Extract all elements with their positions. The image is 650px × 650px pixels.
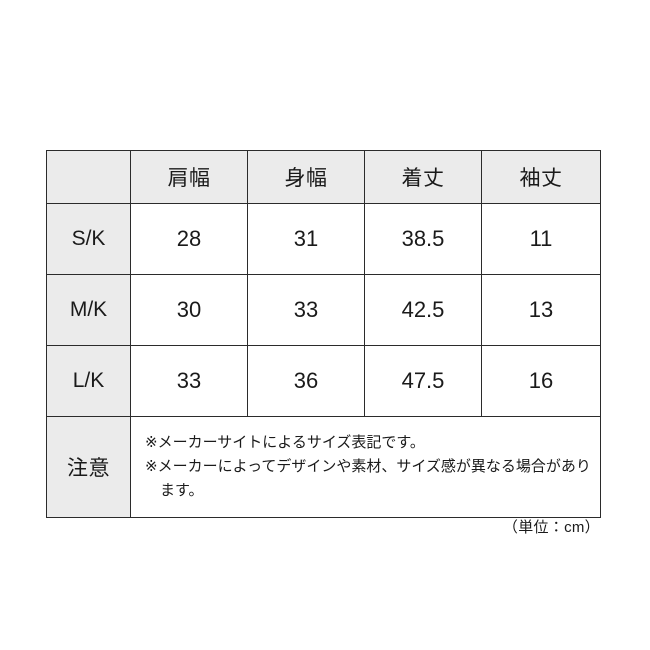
cell-l-sleeve-length: 16	[481, 345, 601, 417]
table-notes-row: 注意 ※メーカーサイトによるサイズ表記です。 ※メーカーによってデザインや素材、…	[46, 416, 601, 518]
cell-m-sleeve-length: 13	[481, 274, 601, 346]
table-row: S/K 28 31 38.5 11	[46, 203, 601, 275]
notes-cell: ※メーカーサイトによるサイズ表記です。 ※メーカーによってデザインや素材、サイズ…	[130, 416, 601, 518]
cell-s-sleeve-length: 11	[481, 203, 601, 275]
cell-s-shoulder-width: 28	[130, 203, 248, 275]
cell-m-body-length: 42.5	[364, 274, 482, 346]
cell-l-shoulder-width: 33	[130, 345, 248, 417]
note-line-2: ※メーカーによってデザインや素材、サイズ感が異なる場合があります。	[145, 457, 591, 500]
row-label-size-l: L/K	[46, 345, 131, 417]
cell-s-body-length: 38.5	[364, 203, 482, 275]
table-header-row: 肩幅 身幅 着丈 袖丈	[46, 150, 601, 204]
row-label-size-s: S/K	[46, 203, 131, 275]
table-row: M/K 30 33 42.5 13	[46, 274, 601, 346]
cell-m-shoulder-width: 30	[130, 274, 248, 346]
column-header-shoulder-width: 肩幅	[130, 150, 248, 204]
unit-note: （単位：cm）	[502, 519, 600, 536]
column-header-body-width: 身幅	[247, 150, 365, 204]
size-table-container: 肩幅 身幅 着丈 袖丈 S/K 28 31 38.5 11 M/K 30 33	[46, 150, 601, 518]
cell-l-body-length: 47.5	[364, 345, 482, 417]
table-corner-cell	[46, 150, 131, 204]
column-header-body-length: 着丈	[364, 150, 482, 204]
column-header-sleeve-length: 袖丈	[481, 150, 601, 204]
row-label-notes: 注意	[46, 416, 131, 518]
cell-l-body-width: 36	[247, 345, 365, 417]
row-label-size-m: M/K	[46, 274, 131, 346]
table-row: L/K 33 36 47.5 16	[46, 345, 601, 417]
cell-m-body-width: 33	[247, 274, 365, 346]
cell-s-body-width: 31	[247, 203, 365, 275]
note-line-1: ※メーカーサイトによるサイズ表記です。	[145, 433, 425, 451]
size-table: 肩幅 身幅 着丈 袖丈 S/K 28 31 38.5 11 M/K 30 33	[46, 150, 601, 518]
